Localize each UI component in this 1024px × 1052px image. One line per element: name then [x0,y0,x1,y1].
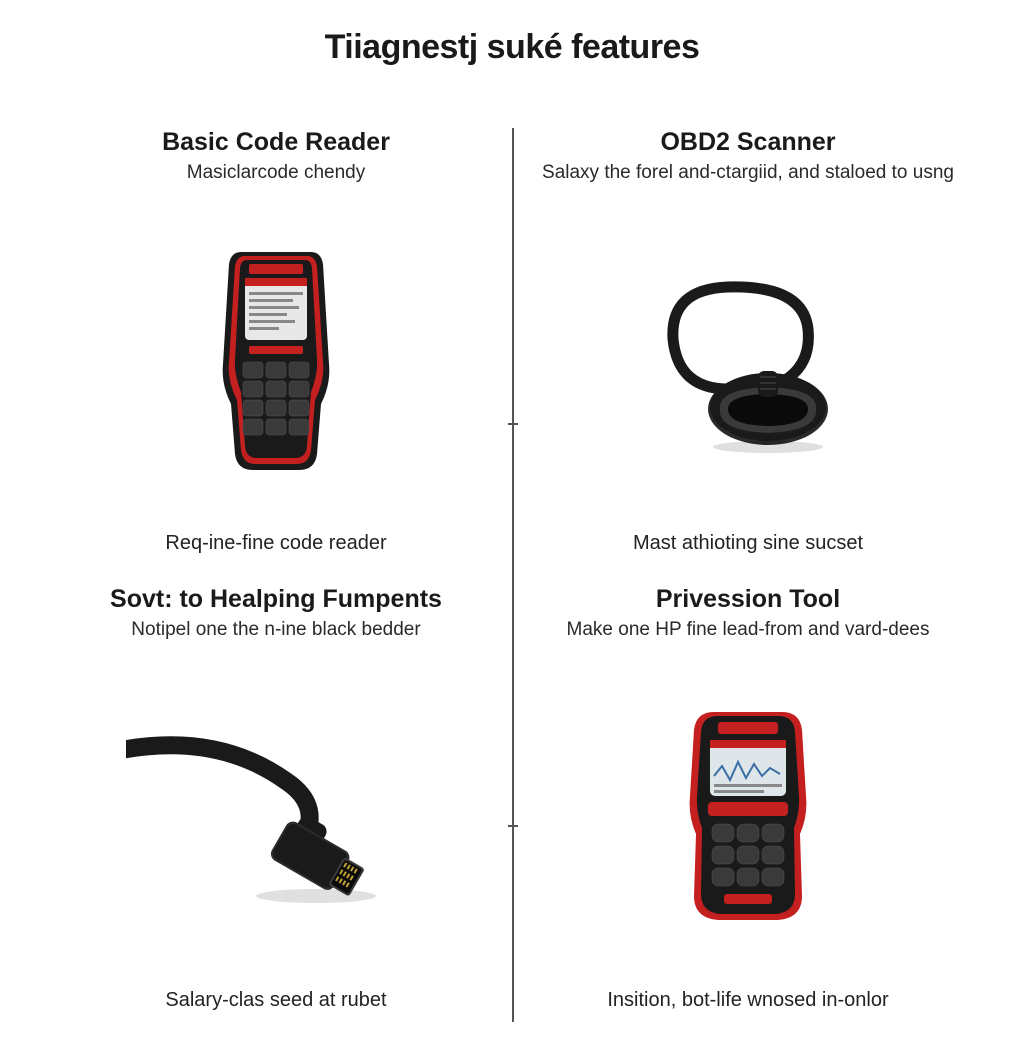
cell-subtitle: Masiclarcode chendy [187,161,365,186]
cell-caption: Insition, bot-life wnosed in-onlor [607,989,888,1012]
handheld-scanner-2-icon [542,651,954,981]
cell-title: Privession Tool [656,585,840,614]
cell-obd2-scanner: OBD2 Scanner Salaxy the forel and-ctargi… [512,118,984,575]
cell-caption: Req-ine-fine code reader [165,532,386,555]
cell-title: OBD2 Scanner [660,128,835,157]
feature-grid: Basic Code Reader Masiclarcode chendy [40,118,984,1032]
cell-subtitle: Make one HP fine lead-from and vard-dees [567,618,930,643]
connector-cable-icon [70,651,482,981]
cell-title: Basic Code Reader [162,128,390,157]
cell-basic-code-reader: Basic Code Reader Masiclarcode chendy [40,118,512,575]
cell-caption: Mast athioting sine sucset [633,532,863,555]
cell-subtitle: Salaxy the forel and-ctargiid, and stalo… [542,161,954,186]
page-title: Tiiagnestj suké features [0,28,1024,67]
obd-plug-cable-icon [542,194,954,524]
cell-caption: Salary-clas seed at rubet [165,989,386,1012]
cell-title: Sovt: to Healping Fumpents [110,585,442,614]
cell-subtitle: Notipel one the n-ine black bedder [131,618,420,643]
handheld-scanner-icon [70,194,482,524]
cell-privession-tool: Privession Tool Make one HP fine lead-fr… [512,575,984,1032]
cell-helping-components: Sovt: to Healping Fumpents Notipel one t… [40,575,512,1032]
